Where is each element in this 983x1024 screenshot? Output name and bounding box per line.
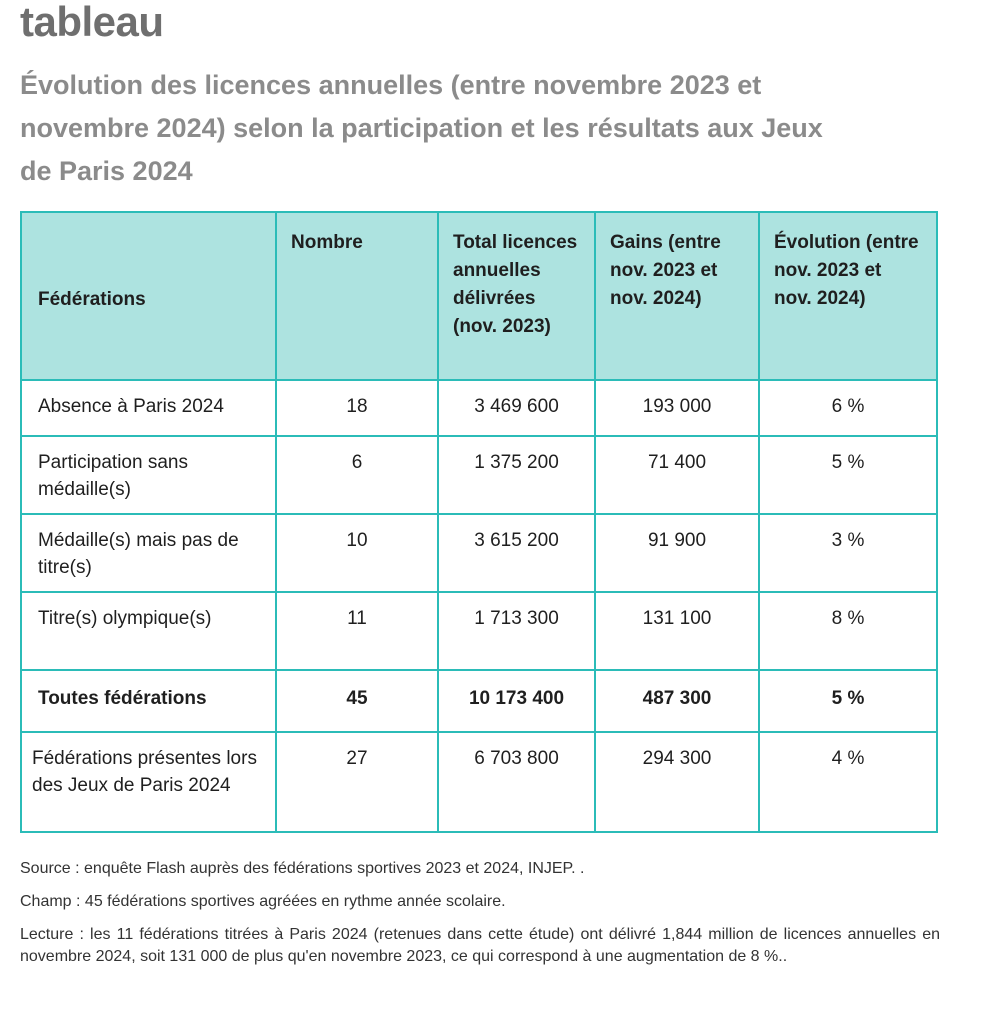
table-row-total: Toutes fédérations 45 10 173 400 487 300… xyxy=(20,669,938,733)
row-evolution: 8 % xyxy=(758,591,938,671)
row-label: Participation sans médaille(s) xyxy=(20,435,277,515)
row-gains: 294 300 xyxy=(594,731,760,833)
row-total: 6 703 800 xyxy=(437,731,596,833)
row-total: 3 615 200 xyxy=(437,513,596,593)
row-nombre: 11 xyxy=(275,591,439,671)
champ-note: Champ : 45 fédérations sportives agréées… xyxy=(20,893,506,910)
row-evolution: 5 % xyxy=(758,435,938,515)
header-total: Total licences annuelles délivrées (nov.… xyxy=(437,211,596,381)
row-total: 10 173 400 xyxy=(437,669,596,733)
header-nombre: Nombre xyxy=(275,211,439,381)
table-row: Fédérations présentes lors des Jeux de P… xyxy=(20,731,938,833)
row-gains: 131 100 xyxy=(594,591,760,671)
row-label: Fédérations présentes lors des Jeux de P… xyxy=(20,731,277,833)
row-total: 1 713 300 xyxy=(437,591,596,671)
header-evolution: Évolution (entre nov. 2023 et nov. 2024) xyxy=(758,211,938,381)
header-gains: Gains (entre nov. 2023 et nov. 2024) xyxy=(594,211,760,381)
row-evolution: 6 % xyxy=(758,379,938,437)
row-total: 1 375 200 xyxy=(437,435,596,515)
table-row: Participation sans médaille(s) 6 1 375 2… xyxy=(20,435,938,515)
row-nombre: 27 xyxy=(275,731,439,833)
licences-table: Fédérations Nombre Total licences annuel… xyxy=(20,211,938,833)
row-label: Titre(s) olympique(s) xyxy=(20,591,277,671)
reading-note: Lecture : les 11 fédérations titrées à P… xyxy=(20,926,940,965)
row-total: 3 469 600 xyxy=(437,379,596,437)
row-gains: 193 000 xyxy=(594,379,760,437)
row-label: Toutes fédérations xyxy=(20,669,277,733)
row-gains: 91 900 xyxy=(594,513,760,593)
row-nombre: 10 xyxy=(275,513,439,593)
table-row: Absence à Paris 2024 18 3 469 600 193 00… xyxy=(20,379,938,437)
row-label: Médaille(s) mais pas de titre(s) xyxy=(20,513,277,593)
table-row: Médaille(s) mais pas de titre(s) 10 3 61… xyxy=(20,513,938,593)
header-federations: Fédérations xyxy=(20,211,277,381)
source-note: Source : enquête Flash auprès des fédéra… xyxy=(20,860,585,877)
row-evolution: 4 % xyxy=(758,731,938,833)
row-nombre: 6 xyxy=(275,435,439,515)
row-label: Absence à Paris 2024 xyxy=(20,379,277,437)
section-heading: tableau xyxy=(20,0,164,45)
row-gains: 487 300 xyxy=(594,669,760,733)
table-header-row: Fédérations Nombre Total licences annuel… xyxy=(20,211,938,381)
row-nombre: 18 xyxy=(275,379,439,437)
table-title: Évolution des licences annuelles (entre … xyxy=(20,70,823,186)
row-gains: 71 400 xyxy=(594,435,760,515)
table-notes: Source : enquête Flash auprès des fédéra… xyxy=(20,858,940,979)
table-row: Titre(s) olympique(s) 11 1 713 300 131 1… xyxy=(20,591,938,671)
row-nombre: 45 xyxy=(275,669,439,733)
row-evolution: 5 % xyxy=(758,669,938,733)
row-evolution: 3 % xyxy=(758,513,938,593)
